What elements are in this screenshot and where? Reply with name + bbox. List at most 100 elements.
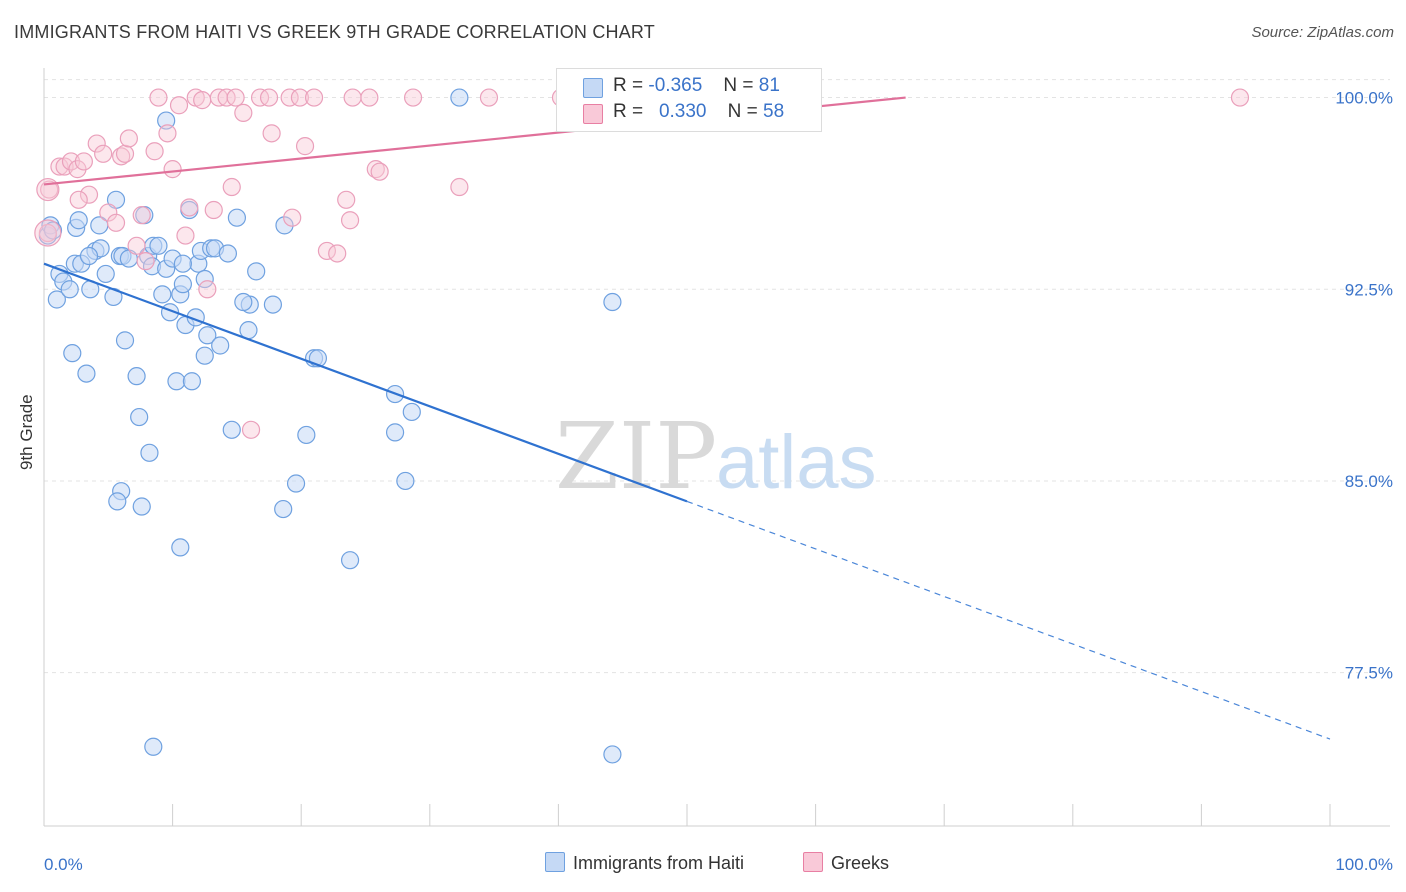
greeks-point: [295, 137, 315, 156]
haiti-point: [171, 538, 190, 557]
tick-labels: 100.0% 92.5% 85.0% 77.5% 0.0% 100.0%: [44, 89, 1393, 874]
greeks-point: [262, 124, 281, 143]
legend-n-label: N =: [727, 101, 758, 122]
greeks-point: [69, 190, 88, 209]
greeks-point: [226, 88, 245, 107]
greeks-point: [169, 96, 189, 115]
legend-swatch-haiti: [583, 78, 603, 98]
greeks-point: [132, 206, 151, 225]
greeks-point: [204, 200, 223, 220]
haiti-point: [247, 262, 266, 281]
greeks-point: [280, 88, 299, 107]
legend-r-label: R =: [613, 101, 644, 122]
haiti-point: [108, 492, 127, 511]
haiti-trend-extension: [686, 500, 1331, 740]
haiti-point: [47, 290, 66, 309]
haiti-point: [79, 246, 99, 266]
chart-title: IMMIGRANTS FROM HAITI VS GREEK 9TH GRADE…: [14, 22, 655, 42]
watermark-zip: ZIP: [555, 403, 717, 510]
watermark-atlas: atlas: [716, 420, 877, 505]
greeks-point: [74, 152, 93, 171]
haiti-point: [396, 471, 415, 491]
greeks-point: [343, 88, 362, 107]
haiti-point: [140, 443, 159, 462]
haiti-point: [153, 285, 172, 304]
haiti-point: [234, 292, 253, 312]
haiti-point: [603, 745, 622, 764]
greeks-point: [163, 160, 182, 179]
greeks-point: [99, 203, 118, 222]
y-axis-label: 9th Grade: [17, 394, 36, 470]
haiti-point: [130, 407, 149, 427]
greeks-point: [328, 244, 347, 263]
haiti-point: [173, 254, 192, 273]
haiti-point: [149, 236, 168, 255]
y-tick-label: 100.0%: [1335, 89, 1393, 108]
greeks-point: [94, 144, 113, 163]
greeks-point: [50, 157, 69, 176]
x-tick-label-max: 100.0%: [1335, 855, 1393, 874]
greeks-point: [241, 420, 261, 439]
haiti-point: [297, 425, 316, 445]
haiti-point: [127, 367, 146, 386]
haiti-point: [450, 88, 469, 107]
greeks-point: [87, 134, 106, 153]
bottom-legend-swatch-greeks: [803, 852, 823, 872]
greeks-point: [340, 211, 360, 230]
haiti-point: [115, 331, 135, 350]
greeks-point: [176, 226, 195, 245]
greeks-point: [370, 162, 389, 181]
legend-n-value-greeks: 58: [763, 101, 785, 122]
x-tick-label-min: 0.0%: [44, 855, 83, 874]
bottom-legend-swatch-haiti: [545, 852, 565, 872]
greeks-point: [198, 280, 217, 299]
legend-r-label: R =: [613, 75, 644, 96]
axes: [43, 68, 1390, 827]
legend-n-label: N =: [723, 75, 754, 96]
haiti-point: [603, 292, 622, 312]
haiti-point: [275, 216, 294, 235]
legend-r-value-haiti: -0.365: [648, 75, 703, 96]
greeks-point: [136, 252, 155, 271]
greeks-point: [127, 236, 146, 255]
haiti-point: [77, 364, 96, 383]
haiti-point: [96, 264, 115, 284]
haiti-point: [198, 326, 217, 345]
haiti-point: [167, 372, 186, 391]
haiti-point: [385, 423, 405, 442]
y-tick-label: 92.5%: [1345, 280, 1393, 299]
haiti-point: [263, 295, 283, 314]
haiti-point: [286, 474, 306, 493]
greeks-point: [222, 177, 241, 197]
bottom-legend-haiti: Immigrants from Haiti: [545, 852, 744, 874]
bottom-legend-label-haiti: Immigrants from Haiti: [573, 853, 745, 873]
haiti-point: [222, 420, 241, 439]
haiti-point: [60, 280, 79, 299]
haiti-point: [69, 211, 88, 230]
bottom-legend-greeks: Greeks: [803, 852, 889, 874]
greeks-point: [34, 219, 62, 247]
greeks-point: [145, 142, 164, 161]
greeks-point: [290, 88, 310, 107]
greeks-point: [106, 213, 126, 232]
haiti-point: [402, 402, 421, 422]
greeks-point: [79, 185, 99, 204]
haiti-trend-line: [43, 262, 688, 503]
greeks-point: [115, 144, 135, 163]
legend-swatch-greeks: [583, 104, 603, 124]
y-tick-label: 77.5%: [1345, 664, 1393, 683]
greeks-point: [259, 88, 279, 107]
haiti-point: [132, 497, 151, 516]
haiti-point: [340, 551, 360, 570]
greeks-point: [149, 88, 168, 107]
greeks-point: [403, 88, 423, 107]
greeks-point: [193, 91, 212, 110]
greeks-point: [180, 198, 199, 217]
haiti-point: [182, 372, 201, 391]
greeks-point: [119, 129, 138, 148]
greeks-point: [38, 223, 57, 243]
greeks-point: [304, 88, 324, 107]
correlation-legend: R = -0.365 N = 81 R = 0.330 N = 58: [556, 68, 822, 132]
greeks-point: [1230, 88, 1250, 107]
legend-n-value-haiti: 81: [758, 75, 780, 96]
